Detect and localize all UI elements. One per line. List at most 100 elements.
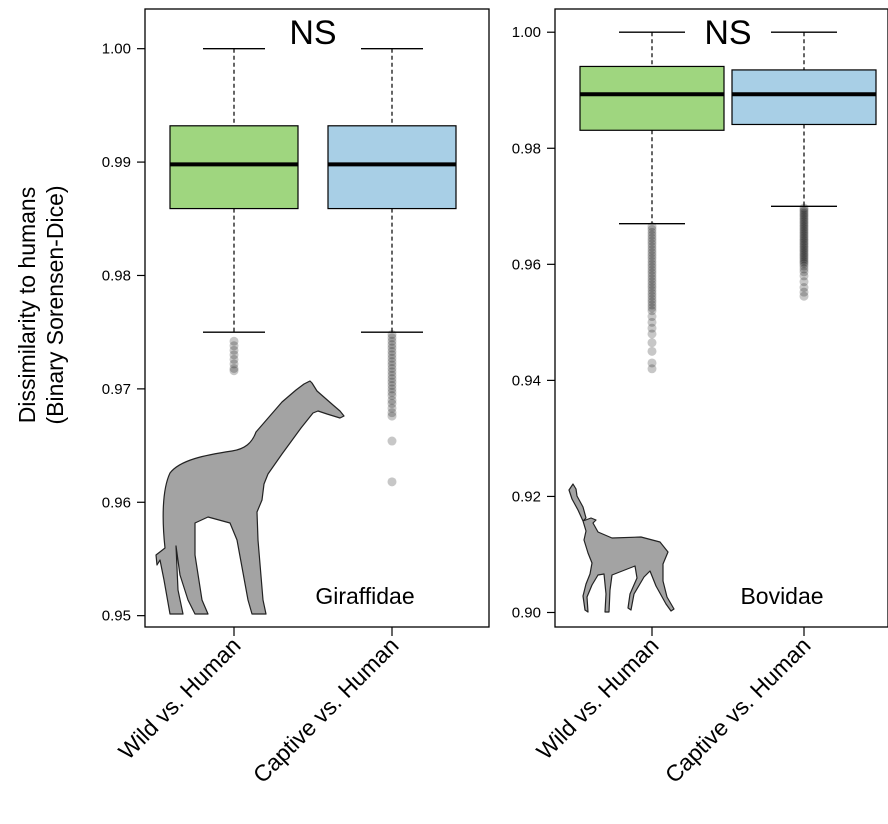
outlier-point: [799, 255, 809, 265]
outlier-point: [799, 229, 809, 239]
outlier-point: [647, 227, 657, 237]
outlier-point: [647, 233, 657, 243]
outlier-point: [229, 359, 239, 369]
outlier-point: [647, 271, 657, 281]
outlier-point: [647, 317, 657, 327]
outlier-point: [799, 226, 809, 236]
outlier-point: [387, 384, 397, 394]
plot-frame: [554, 8, 888, 628]
outlier-point: [799, 247, 809, 257]
outlier-point: [229, 336, 239, 346]
outlier-point: [387, 391, 397, 401]
outlier-point: [799, 203, 809, 213]
outlier-point: [387, 353, 397, 363]
outlier-point: [799, 205, 809, 215]
box-captive: [327, 47, 457, 487]
outlier-point: [799, 213, 809, 223]
outlier-point: [647, 242, 657, 252]
outlier-point: [799, 210, 809, 220]
y-tick-label: 1.00: [102, 41, 131, 58]
outlier-point: [799, 240, 809, 250]
outlier-point: [647, 274, 657, 284]
y-tick-label: 0.95: [102, 608, 131, 625]
x-category-label: Wild vs. Human: [113, 632, 245, 764]
outlier-point: [799, 207, 809, 217]
outlier-point: [229, 341, 239, 351]
outlier-point: [799, 227, 809, 237]
outlier-point: [799, 252, 809, 262]
outlier-point: [799, 250, 809, 260]
y-tick-label: 0.98: [102, 267, 131, 284]
outlier-point: [799, 220, 809, 230]
outlier-point: [229, 354, 239, 364]
outlier-point: [229, 366, 239, 376]
x-category-label: Captive vs. Human: [248, 632, 404, 788]
outlier-point: [387, 340, 397, 350]
outlier-point: [799, 241, 809, 251]
box-wild: [169, 47, 299, 376]
y-tick-label: 0.94: [512, 372, 541, 389]
outlier-point: [647, 248, 657, 258]
outlier-point: [647, 291, 657, 301]
giraffe-silhouette-icon: [155, 380, 345, 615]
y-tick-label: 0.90: [512, 604, 541, 621]
outlier-point: [387, 346, 397, 356]
significance-label: NS: [704, 14, 751, 52]
outlier-point: [799, 231, 809, 241]
outlier-point: [647, 312, 657, 322]
outlier-point: [647, 225, 657, 235]
x-category-label: Captive vs. Human: [660, 632, 816, 788]
outlier-point: [387, 374, 397, 384]
outlier-point: [799, 257, 809, 267]
outlier-point: [387, 363, 397, 373]
outlier-point: [387, 477, 397, 487]
iqr-box: [579, 65, 725, 131]
box-captive: [731, 31, 877, 301]
outlier-point: [647, 306, 657, 316]
outlier-point: [647, 283, 657, 293]
outlier-point: [799, 212, 809, 222]
outlier-point: [647, 358, 657, 368]
outlier-point: [799, 236, 809, 246]
outlier-point: [647, 262, 657, 272]
y-tick-label: 0.96: [512, 256, 541, 273]
outlier-point: [799, 261, 809, 271]
outlier-point: [799, 233, 809, 243]
outlier-point: [387, 403, 397, 413]
outlier-point: [647, 254, 657, 264]
outlier-point: [387, 395, 397, 405]
significance-label: NS: [289, 14, 336, 52]
panel-bovidae: 0.90 0.92 0.94 0.96 0.98 1.00 Wild vs. HumanCa…: [512, 8, 888, 788]
outlier-point: [647, 277, 657, 287]
outlier-point: [647, 222, 657, 232]
outlier-point: [387, 377, 397, 387]
outlier-point: [387, 350, 397, 360]
outlier-point: [647, 251, 657, 261]
taxon-label: Bovidae: [740, 583, 823, 609]
y-tick-label: 0.98: [512, 140, 541, 157]
gazelle-silhouette-icon: [568, 483, 675, 613]
outlier-point: [799, 215, 809, 225]
x-category-label: Wild vs. Human: [531, 632, 663, 764]
outlier-point: [387, 411, 397, 421]
taxon-label: Giraffidae: [315, 583, 414, 609]
outlier-point: [387, 380, 397, 390]
outlier-point: [647, 297, 657, 307]
outlier-point: [647, 280, 657, 290]
outlier-point: [799, 219, 809, 229]
outlier-point: [647, 239, 657, 249]
outlier-point: [647, 329, 657, 339]
y-tick-label: 0.96: [102, 494, 131, 511]
iqr-box: [327, 125, 457, 210]
outlier-point: [799, 271, 809, 281]
outlier-point: [647, 288, 657, 298]
outlier-point: [229, 345, 239, 355]
outlier-point: [799, 287, 809, 297]
y-tick-label: 0.97: [102, 381, 131, 398]
outlier-point: [647, 294, 657, 304]
outlier-point: [387, 387, 397, 397]
outlier-point: [229, 363, 239, 373]
outlier-point: [387, 360, 397, 370]
outlier-point: [647, 346, 657, 356]
outlier-point: [799, 234, 809, 244]
